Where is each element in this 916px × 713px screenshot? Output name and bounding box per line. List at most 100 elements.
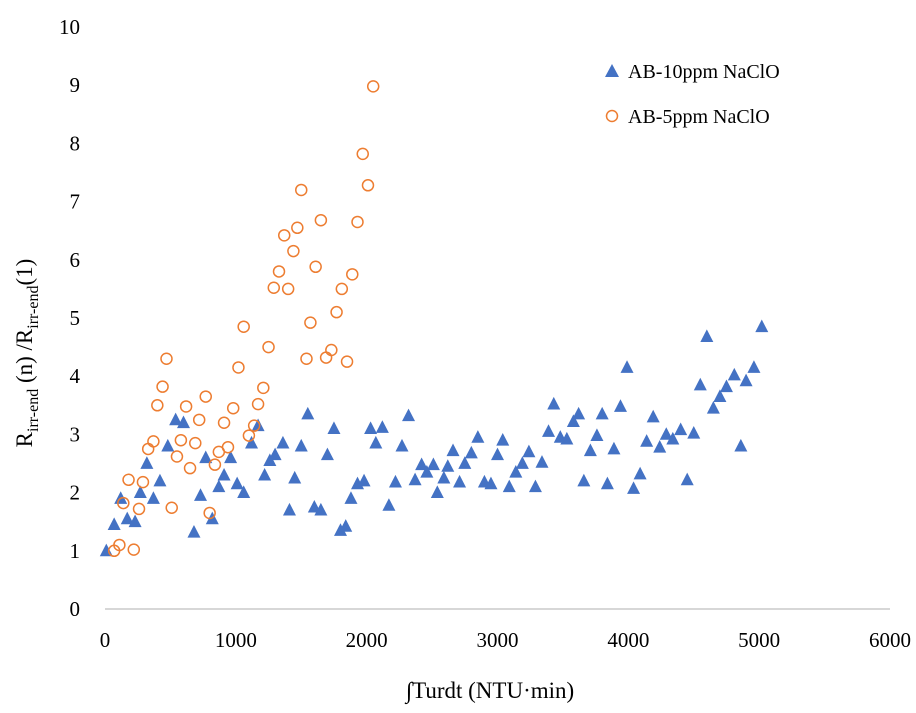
data-point-triangle — [515, 456, 529, 469]
data-point-circle — [117, 496, 130, 510]
data-point-triangle — [659, 427, 673, 440]
data-point-triangle — [706, 401, 720, 414]
data-point-triangle — [369, 435, 383, 449]
data-point-triangle — [640, 434, 654, 447]
data-point-triangle — [327, 421, 341, 434]
data-point-triangle — [666, 431, 680, 445]
data-point-triangle — [535, 455, 549, 468]
data-point-triangle — [620, 360, 634, 373]
data-point-triangle — [680, 472, 694, 486]
data-point-circle — [287, 244, 300, 258]
data-point-triangle — [522, 444, 536, 458]
data-point-circle — [170, 450, 184, 463]
data-point-triangle — [441, 459, 455, 472]
data-point-circle — [309, 260, 322, 274]
data-point-triangle — [613, 399, 627, 412]
data-point-triangle — [502, 479, 516, 493]
data-point-triangle — [693, 377, 707, 391]
legend-marker-ab-10ppm — [605, 64, 619, 77]
data-point-circle — [183, 461, 197, 475]
data-point-triangle — [747, 360, 761, 373]
data-point-triangle — [653, 440, 667, 453]
data-point-triangle — [133, 485, 147, 498]
data-point-triangle — [375, 420, 389, 433]
x-tick-label: 6000 — [869, 628, 911, 652]
data-point-circle — [267, 281, 281, 294]
data-point-circle — [330, 305, 343, 319]
data-point-circle — [272, 265, 286, 278]
data-point-circle — [262, 340, 275, 354]
data-point-triangle — [388, 474, 402, 488]
data-point-triangle — [509, 465, 523, 478]
series-ab-5ppm — [107, 80, 380, 558]
data-point-circle — [356, 147, 369, 161]
data-point-circle — [122, 473, 135, 487]
data-point-triangle — [700, 329, 714, 343]
data-point-triangle — [364, 421, 378, 434]
data-point-circle — [132, 502, 146, 516]
data-point-triangle — [230, 476, 244, 490]
data-point-triangle — [627, 481, 641, 494]
data-point-triangle — [161, 438, 175, 452]
data-point-triangle — [583, 443, 597, 457]
data-point-circle — [366, 80, 380, 93]
data-point-triangle — [547, 396, 561, 410]
data-point-triangle — [258, 467, 272, 481]
tick-labels: 0 1 2 3 4 5 6 7 8 9 10 0 1000 2000 3000 4000 5000 6000 — [59, 15, 911, 652]
data-point-triangle — [420, 465, 434, 478]
data-point-circle — [335, 282, 349, 296]
data-point-triangle — [437, 470, 451, 484]
data-point-circle — [192, 413, 206, 427]
y-tick-label: 8 — [70, 131, 81, 155]
data-point-circle — [314, 213, 328, 227]
y-tick-label: 3 — [70, 422, 81, 446]
data-point-triangle — [600, 476, 614, 490]
data-point-triangle — [357, 473, 371, 487]
data-point-triangle — [577, 473, 591, 487]
data-point-triangle — [560, 431, 574, 445]
data-point-circle — [361, 179, 375, 192]
x-tick-label: 1000 — [215, 628, 257, 652]
data-point-triangle — [320, 447, 334, 461]
y-tick-label: 2 — [70, 481, 81, 505]
data-point-circle — [147, 435, 160, 448]
data-point-triangle — [153, 473, 167, 487]
data-point-triangle — [542, 424, 556, 437]
data-point-triangle — [727, 367, 741, 381]
data-point-circle — [221, 440, 235, 454]
data-point-triangle — [484, 476, 498, 490]
x-tick-label: 3000 — [477, 628, 519, 652]
data-point-triangle — [199, 450, 213, 464]
data-point-triangle — [458, 456, 472, 469]
x-axis-title: ∫Turdt (NTU·min) — [404, 678, 574, 705]
x-tick-label: 5000 — [738, 628, 780, 652]
data-point-triangle — [607, 441, 621, 455]
data-point-circle — [199, 390, 212, 403]
data-point-triangle — [687, 426, 701, 439]
data-point-triangle — [120, 511, 134, 525]
data-point-triangle — [107, 517, 121, 531]
data-point-circle — [232, 361, 245, 374]
y-tick-label: 7 — [70, 190, 81, 214]
data-point-circle — [351, 215, 364, 229]
y-tick-label: 9 — [70, 73, 81, 97]
data-point-triangle — [140, 456, 154, 469]
y-tick-label: 10 — [59, 15, 80, 39]
data-point-circle — [174, 433, 188, 447]
data-point-triangle — [217, 467, 231, 481]
data-series — [99, 80, 769, 558]
data-point-triangle — [528, 479, 542, 493]
data-point-triangle — [572, 406, 586, 420]
data-point-circle — [247, 419, 261, 432]
legend: AB-10ppm NaClO AB-5ppm NaClO — [605, 61, 780, 128]
data-point-circle — [277, 229, 291, 242]
data-point-circle — [237, 320, 250, 333]
data-point-circle — [208, 458, 222, 471]
data-point-triangle — [301, 406, 315, 420]
data-point-triangle — [446, 443, 460, 457]
data-point-circle — [242, 429, 256, 442]
data-point-triangle — [128, 514, 142, 528]
data-point-triangle — [251, 418, 265, 432]
